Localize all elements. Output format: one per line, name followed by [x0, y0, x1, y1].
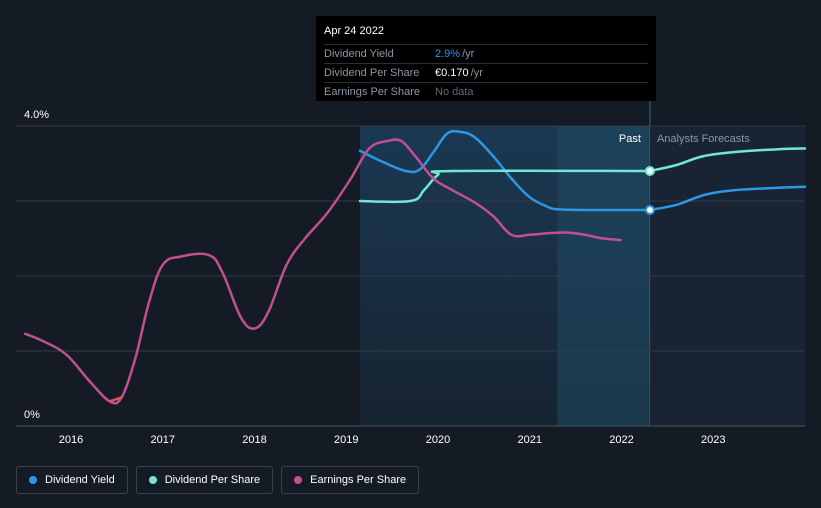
- tooltip-label: Dividend Per Share: [324, 67, 420, 79]
- tooltip-row-dividend-yield: Dividend Yield 2.9% /yr: [324, 44, 648, 63]
- x-tick-label: 2020: [426, 434, 450, 446]
- tooltip-value: 2.9%: [435, 48, 461, 60]
- tooltip-row-dividend-per-share: Dividend Per Share €0.170 /yr: [324, 63, 648, 82]
- legend-label: Earnings Per Share: [310, 474, 407, 486]
- legend-dot: [148, 476, 157, 484]
- hover-tooltip: Apr 24 2022 Dividend Yield 2.9% /yr Divi…: [316, 16, 656, 101]
- chart-legend: Dividend Yield Dividend Per Share Earnin…: [16, 466, 420, 494]
- forecast-label: Analysts Forecasts: [657, 133, 750, 145]
- tooltip-value: €0.170: [435, 67, 469, 79]
- x-tick-label: 2017: [151, 434, 175, 446]
- dividend_per_share-forecast-line: [648, 147, 807, 173]
- dividend_yield-forecast-line: [648, 185, 807, 212]
- x-tick-label: 2018: [242, 434, 266, 446]
- tooltip-unit: /yr: [470, 67, 483, 79]
- tooltip-date: Apr 24 2022: [324, 25, 384, 37]
- tooltip-value: No data: [435, 86, 474, 98]
- dividend_yield-line: [358, 129, 652, 212]
- dividend_per_share-line: [358, 169, 652, 204]
- x-tick-label: 2023: [701, 434, 725, 446]
- legend-dot: [294, 476, 303, 484]
- dividend_yield-marker: [644, 205, 655, 215]
- x-tick-label: 2022: [609, 434, 633, 446]
- legend-label: Dividend Yield: [45, 474, 115, 486]
- dividend_per_share-marker: [644, 166, 655, 176]
- legend-item-dividend-per-share[interactable]: Dividend Per Share: [135, 466, 274, 494]
- past-label: Past: [619, 133, 641, 145]
- tooltip-label: Dividend Yield: [324, 48, 394, 60]
- x-tick-label: 2021: [518, 434, 542, 446]
- legend-item-earnings-per-share[interactable]: Earnings Per Share: [281, 466, 420, 494]
- y-tick-label: 0%: [24, 409, 40, 421]
- tooltip-label: Earnings Per Share: [324, 86, 420, 98]
- earnings_per_share-low-segment: [108, 396, 123, 403]
- tooltip-row-earnings-per-share: Earnings Per Share No data: [324, 82, 648, 101]
- legend-dot: [29, 476, 37, 484]
- y-tick-label: 4.0%: [24, 109, 49, 121]
- x-tick-label: 2019: [334, 434, 358, 446]
- legend-item-dividend-yield[interactable]: Dividend Yield: [16, 466, 128, 494]
- tooltip-unit: /yr: [462, 48, 475, 60]
- earnings_per_share-line: [23, 138, 622, 405]
- x-tick-label: 2016: [59, 434, 83, 446]
- legend-label: Dividend Per Share: [164, 474, 261, 486]
